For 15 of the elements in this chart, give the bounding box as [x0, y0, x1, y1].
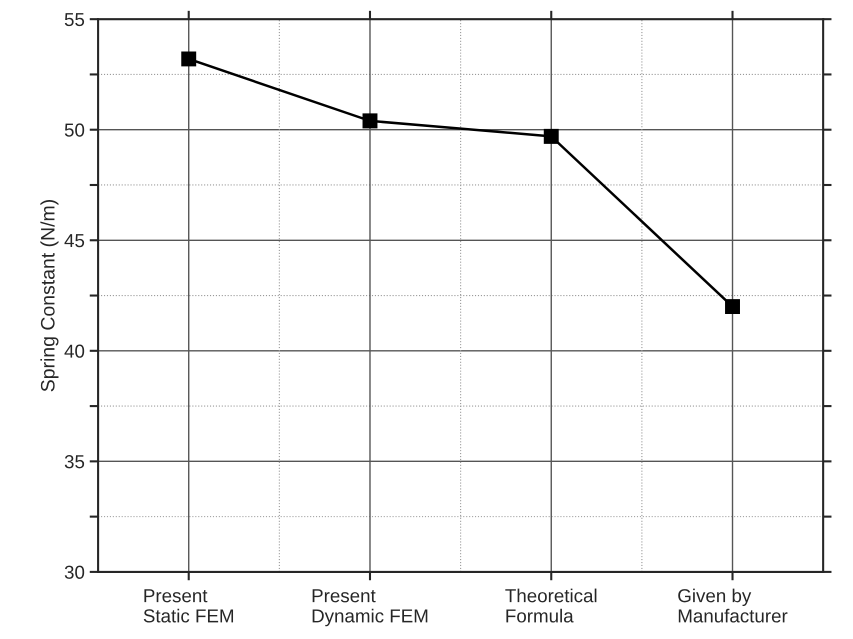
y-tick-label: 50 — [64, 123, 84, 137]
y-tick-label: 35 — [64, 455, 84, 468]
x-tick-label: Given by Manufacturer — [678, 588, 788, 623]
x-tick-label: Present Static FEM — [144, 589, 234, 623]
point — [181, 52, 196, 66]
x-tick-label: Present Dynamic FEM — [312, 589, 428, 626]
y-tick-label: 45 — [64, 234, 84, 248]
y-tick-label: 40 — [64, 344, 84, 358]
point — [362, 113, 378, 128]
y-tick-label: 55 — [64, 13, 84, 26]
x-tick-label: Theoretical Formula — [505, 588, 596, 623]
point — [725, 299, 740, 314]
point — [544, 128, 559, 144]
y-tick-label: 30 — [64, 566, 84, 579]
y-axis-title: Spring Constant (N/m) — [40, 200, 58, 392]
